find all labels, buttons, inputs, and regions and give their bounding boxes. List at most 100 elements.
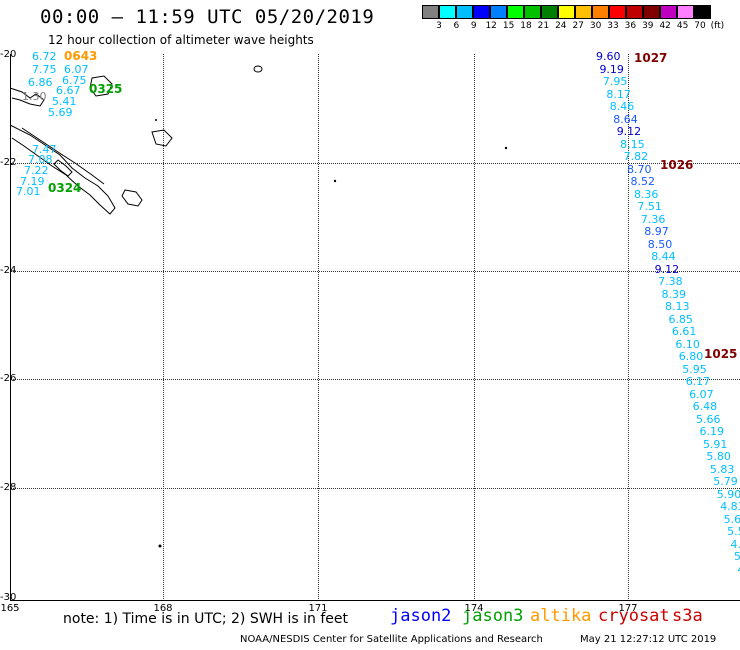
- color-scale-swatch: [541, 5, 558, 19]
- wave-height-value: 6.48: [692, 400, 718, 413]
- color-scale-swatch: [558, 5, 575, 19]
- map-subtitle: 12 hour collection of altimeter wave hei…: [48, 33, 314, 47]
- color-scale-ticks: 3 6 9 12 15 18 21 24 27 30 33 36 39 42 45 70 (ft): [422, 21, 740, 33]
- wave-height-value: 8.52: [630, 175, 656, 188]
- wave-height-value: 5.68: [723, 512, 740, 526]
- wave-height-value: 8.17: [606, 87, 631, 101]
- island-loyalty: [9, 87, 45, 107]
- wave-height-value: 5.69: [48, 106, 73, 119]
- grid-line-lon-174: [474, 54, 475, 601]
- color-scale-tick: 39: [642, 21, 654, 31]
- pass-time-label: 1025: [704, 347, 738, 361]
- wave-height-value: 6.75: [62, 74, 87, 87]
- color-scale-tick: 30: [589, 21, 602, 31]
- color-scale-tick: 15: [502, 21, 515, 31]
- color-scale-swatch: [422, 5, 439, 19]
- wave-height-value: 9.12: [616, 125, 642, 138]
- legend-jason3: jason3: [462, 606, 524, 626]
- color-scale-tick: 3: [436, 21, 442, 31]
- color-scale-tick: 27: [572, 21, 584, 31]
- color-scale-tick: 45: [676, 21, 689, 31]
- wave-height-value: 5.91: [702, 437, 728, 451]
- wave-height-value: 4.83: [720, 500, 740, 513]
- legend-cryosat: cryosat: [598, 606, 670, 626]
- wave-height-value: 7.47: [32, 143, 57, 156]
- wave-height-value: 5.80: [706, 450, 731, 463]
- pass-time-label: 1026: [660, 158, 694, 172]
- island-small-1: [253, 65, 263, 73]
- wave-height-value: 7.36: [640, 212, 666, 226]
- pass-time-label: 1027: [634, 51, 668, 65]
- wave-height-value: 8.15: [620, 137, 645, 151]
- wave-height-value: 4.70: [730, 537, 740, 551]
- wave-height-value: 8.50: [647, 237, 673, 251]
- grid-line-lon-171: [318, 54, 319, 601]
- wave-height-value: 7.22: [24, 164, 49, 177]
- color-scale-swatch: [592, 5, 609, 19]
- color-scale-swatch: [694, 5, 711, 19]
- lat-label: -22: [0, 157, 17, 168]
- color-scale-swatch: [677, 5, 694, 19]
- lat-label: -20: [0, 49, 17, 60]
- island-lifou: [89, 75, 113, 97]
- wave-height-value: 8.46: [609, 100, 635, 113]
- color-scale-swatch: [456, 5, 473, 19]
- lon-label: 168: [153, 603, 173, 614]
- lon-label: 171: [308, 603, 328, 614]
- lat-label: -24: [0, 265, 17, 276]
- color-scale-swatch: [473, 5, 490, 19]
- island-dot: [333, 179, 337, 183]
- lon-label: 177: [618, 603, 638, 614]
- wave-height-value: 6.61: [671, 325, 697, 338]
- wave-height-value: 5.79: [713, 475, 738, 488]
- pass-time-label: 0324: [48, 181, 82, 195]
- wave-height-value: 6.85: [668, 312, 693, 326]
- lat-label: -30: [0, 592, 17, 603]
- lat-label: -26: [0, 373, 17, 384]
- color-scale-tick: 12: [485, 21, 497, 31]
- wave-height-value: 7.19: [20, 175, 45, 188]
- grid-line-lat-28: [10, 488, 740, 489]
- wave-height-value: 8.36: [633, 187, 659, 201]
- wave-height-value: 5.41: [52, 95, 77, 108]
- island-dot: [155, 119, 157, 121]
- color-scale-tick: 6: [453, 21, 460, 31]
- legend-altika: altika: [530, 606, 592, 626]
- color-scale-swatch: [660, 5, 677, 19]
- wave-height-value: 7.82: [623, 150, 649, 163]
- wave-height-value: 5.95: [682, 362, 707, 376]
- color-scale-bar: [422, 5, 711, 19]
- grid-line-lat-22: [10, 163, 740, 164]
- new-caledonia-coast: [9, 124, 116, 215]
- color-scale-swatch: [524, 5, 541, 19]
- color-scale-swatch: [609, 5, 626, 19]
- color-scale-tick: (ft): [710, 21, 725, 31]
- pass-time-label: 0643: [64, 49, 98, 63]
- grid-line-lat-26: [10, 379, 740, 380]
- wave-height-value: 6.19: [699, 425, 725, 438]
- wave-height-value: 8.64: [613, 112, 638, 126]
- wave-height-value: 6.86: [28, 76, 53, 89]
- wave-height-value: 9.19: [599, 62, 624, 76]
- wave-height-value: 6.17: [685, 375, 711, 388]
- wave-height-value: 5.57: [727, 525, 740, 538]
- footnote: note: 1) Time is in UTC; 2) SWH is in fe…: [63, 611, 349, 627]
- color-scale-tick: 24: [555, 21, 567, 31]
- legend-s3a: s3a: [672, 606, 703, 626]
- color-scale-tick: 42: [659, 21, 671, 31]
- credit-line: NOAA/NESDIS Center for Satellite Applica…: [240, 634, 543, 645]
- wave-height-value: 8.39: [661, 287, 687, 301]
- wave-height-value: 6.67: [56, 84, 81, 97]
- color-scale-tick: 9: [470, 21, 477, 31]
- wave-height-value: 7.38: [658, 275, 683, 288]
- wave-height-value: 6.07: [689, 387, 714, 401]
- color-scale-tick: 33: [607, 21, 619, 31]
- wave-height-value: 8.97: [644, 225, 669, 238]
- map-frame: [10, 54, 740, 601]
- wave-height-value: 6.72: [32, 50, 57, 63]
- island-mare: [121, 189, 143, 207]
- new-caledonia-coast-inner: [21, 127, 105, 185]
- wave-height-value: 5.66: [696, 412, 721, 426]
- wave-height-value: 1.30: [22, 90, 47, 103]
